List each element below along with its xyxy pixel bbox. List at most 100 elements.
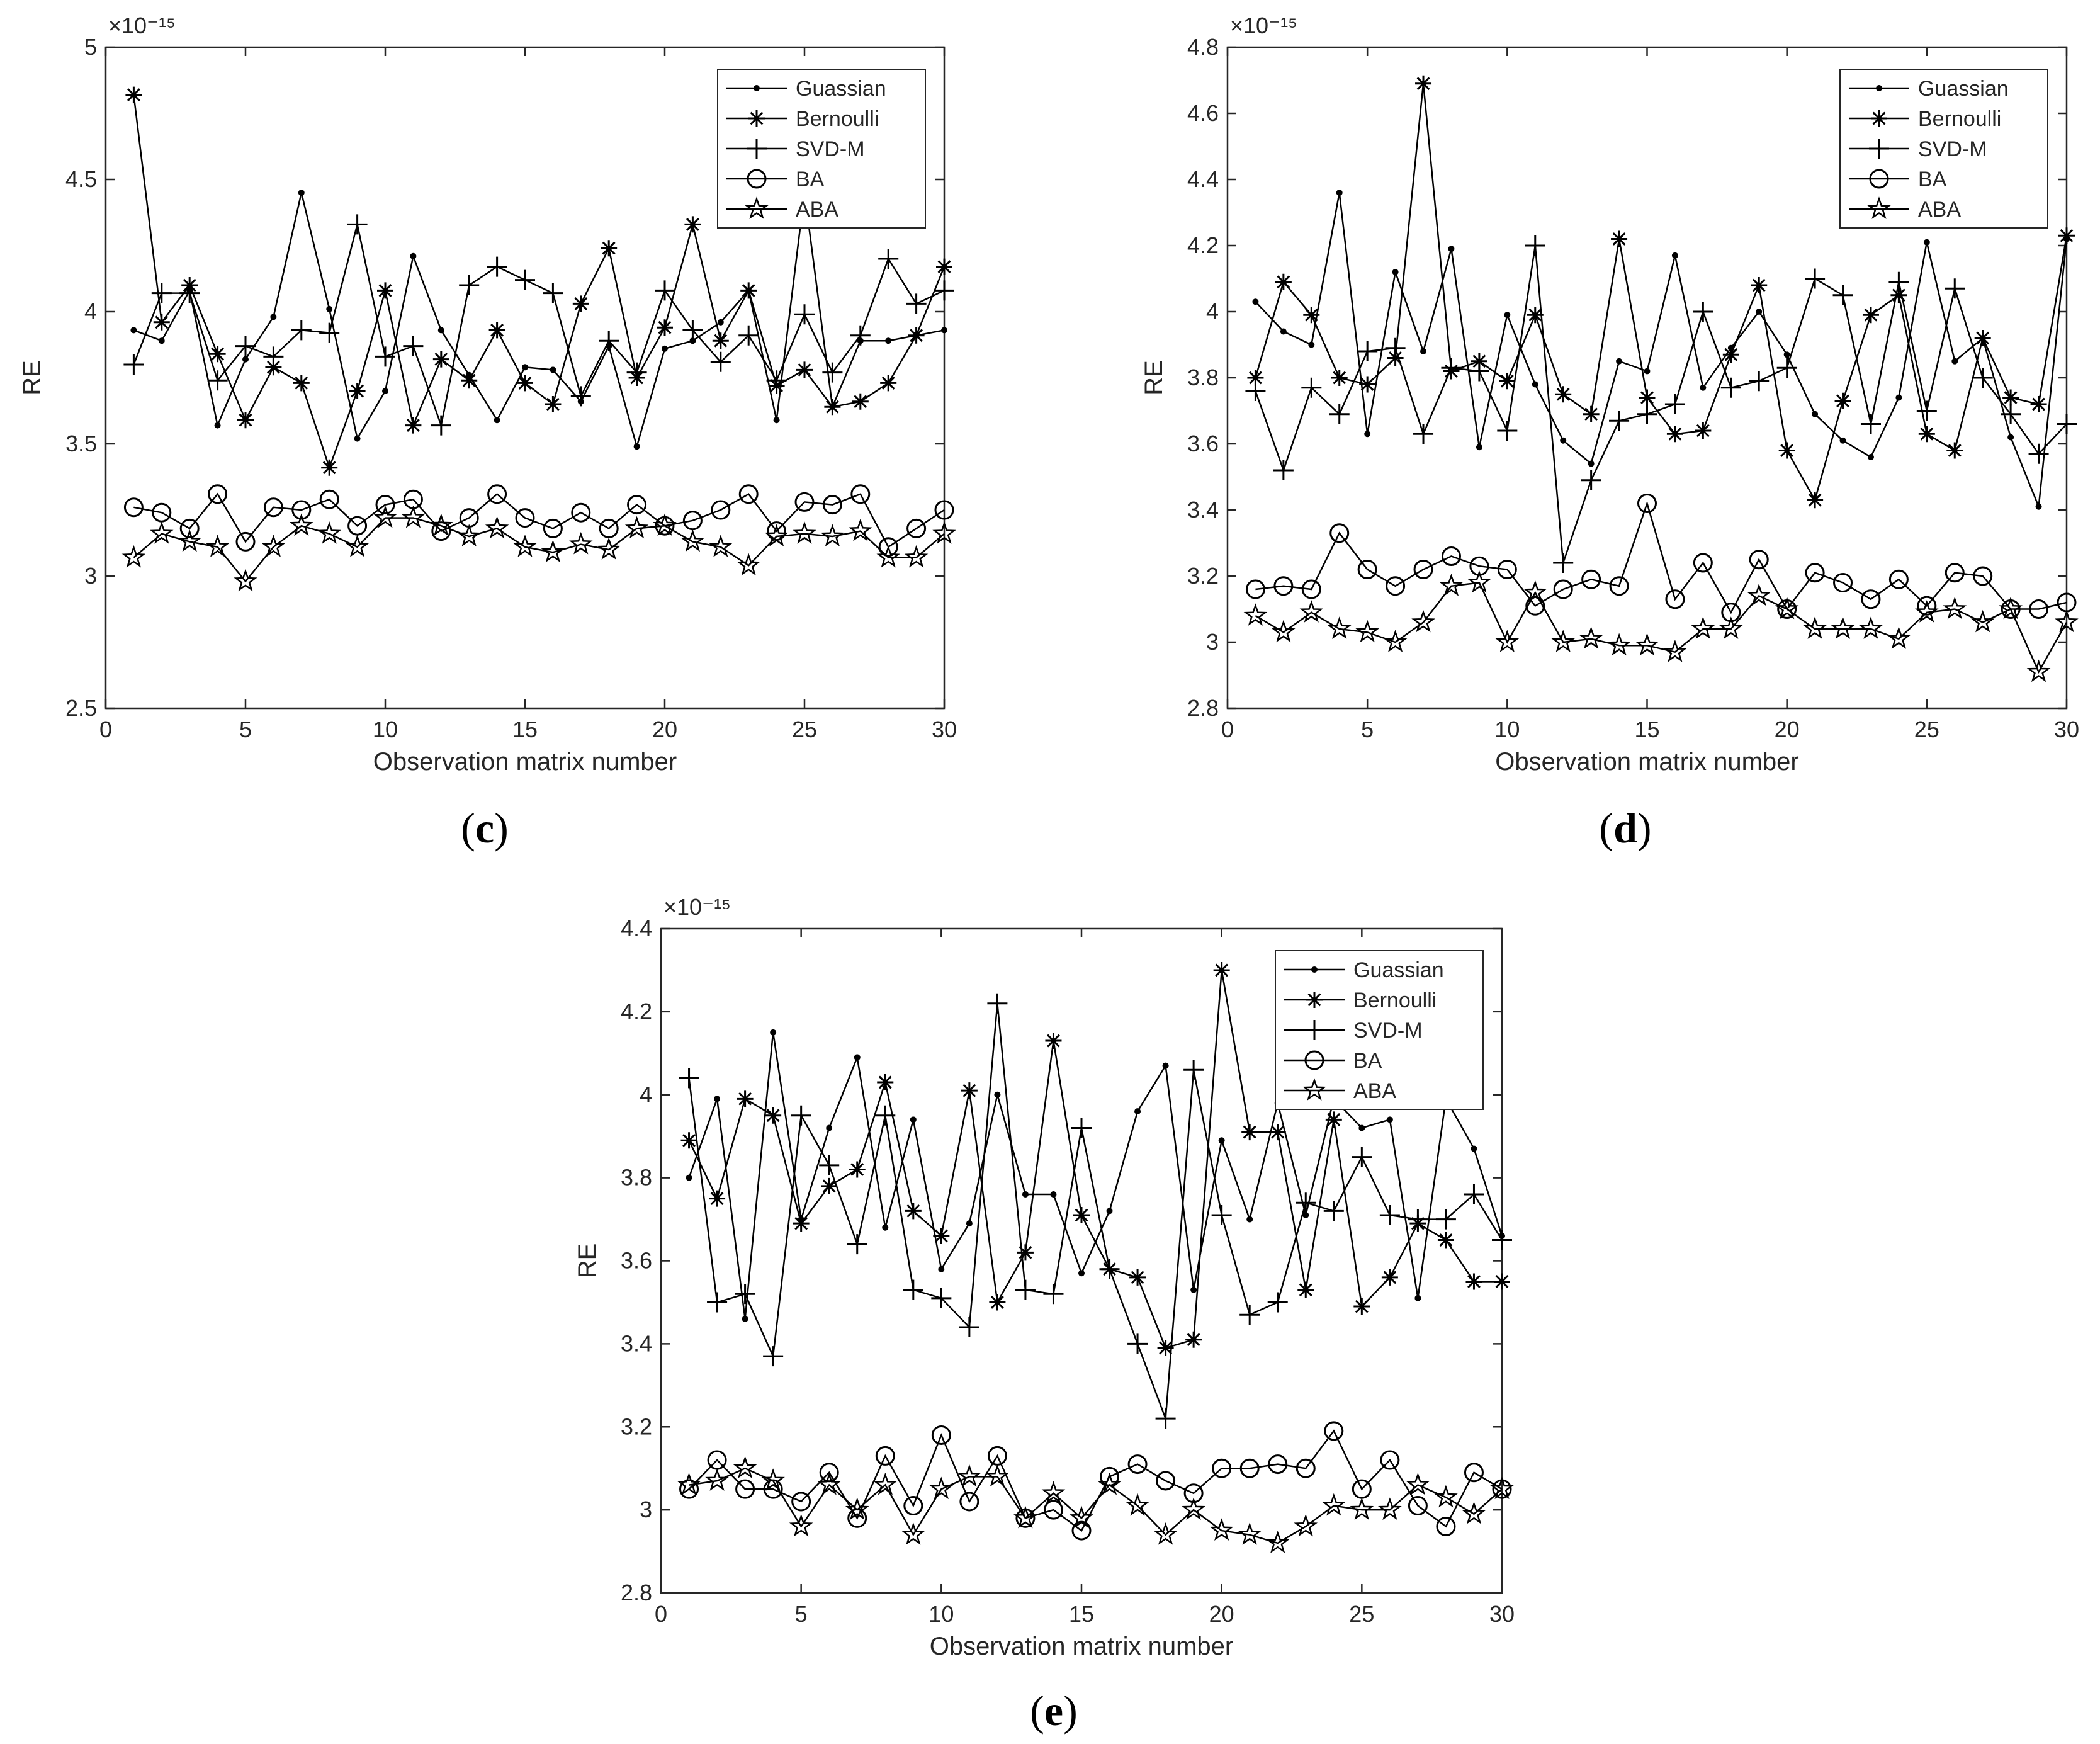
data-point xyxy=(1357,560,1377,579)
data-point xyxy=(401,505,426,528)
data-point xyxy=(761,1468,785,1491)
x-tick-label: 30 xyxy=(1489,1601,1515,1627)
data-point xyxy=(1888,271,1909,292)
data-point xyxy=(764,524,789,546)
data-point xyxy=(849,1161,866,1178)
data-point xyxy=(2055,609,2079,633)
x-tick-label: 25 xyxy=(1914,716,1939,742)
data-point xyxy=(270,314,277,320)
data-point xyxy=(1499,373,1516,390)
data-point xyxy=(1268,1454,1288,1475)
data-point xyxy=(1211,1204,1232,1225)
legend-marker xyxy=(748,110,765,127)
data-point xyxy=(1308,341,1315,348)
data-point xyxy=(1492,1230,1512,1250)
data-point xyxy=(791,1492,811,1512)
series-line xyxy=(1255,501,2067,614)
data-point xyxy=(738,484,759,504)
y-exponent-label: ×10⁻¹⁵ xyxy=(1230,13,1297,38)
data-point xyxy=(1127,1454,1148,1475)
data-point xyxy=(717,319,724,326)
data-point xyxy=(290,513,313,536)
data-point xyxy=(123,497,144,518)
data-point xyxy=(1611,230,1628,247)
data-point xyxy=(373,505,397,528)
series-line xyxy=(688,1429,1503,1532)
y-tick-label: 3.5 xyxy=(65,431,97,456)
data-point xyxy=(1588,460,1595,467)
data-point xyxy=(1408,1496,1428,1516)
data-point xyxy=(680,1132,697,1149)
legend-marker xyxy=(1871,110,1887,127)
data-point xyxy=(1212,1458,1232,1478)
y-tick-label: 3 xyxy=(84,563,97,589)
data-point xyxy=(1017,1244,1034,1261)
data-point xyxy=(1385,337,1406,358)
series-svd-m xyxy=(679,993,1512,1429)
data-point xyxy=(1783,351,1790,358)
data-point xyxy=(1267,1292,1288,1313)
data-point xyxy=(130,327,137,334)
data-point xyxy=(1527,307,1544,324)
data-point xyxy=(1663,639,1687,662)
data-point xyxy=(662,345,668,352)
legend-label: Guassian xyxy=(796,77,886,101)
x-tick-label: 0 xyxy=(1221,716,1234,742)
x-tick-label: 5 xyxy=(795,1601,808,1627)
data-point xyxy=(1392,269,1399,275)
series-ba xyxy=(1245,494,2077,623)
data-point xyxy=(1414,1294,1421,1301)
data-point xyxy=(1303,307,1320,324)
data-point xyxy=(2058,227,2075,244)
legend: Guassian Bernoulli SVD-M BA ABA xyxy=(1839,69,2048,229)
data-point xyxy=(1437,1232,1454,1249)
data-point xyxy=(485,516,509,539)
data-point xyxy=(517,375,533,392)
legend-label: SVD-M xyxy=(1353,1019,1423,1043)
data-point xyxy=(1275,273,1292,290)
y-tick-label: 3.6 xyxy=(621,1248,652,1274)
data-point xyxy=(405,417,422,434)
data-point xyxy=(461,372,478,389)
data-point xyxy=(1411,609,1435,633)
y-axis-title: RE xyxy=(18,360,46,395)
data-point xyxy=(763,1346,784,1367)
legend-item: BA xyxy=(1284,1049,1382,1073)
data-point xyxy=(1867,454,1874,460)
data-point xyxy=(291,500,312,520)
data-point xyxy=(1073,1206,1090,1223)
data-point xyxy=(819,1463,839,1483)
data-point xyxy=(158,337,165,344)
data-point xyxy=(1243,603,1268,626)
data-point xyxy=(1241,1124,1258,1141)
data-point xyxy=(1664,394,1685,414)
legend-marker xyxy=(754,85,760,91)
legend-item: SVD-M xyxy=(1849,137,1987,161)
data-point xyxy=(1162,1062,1169,1069)
data-point xyxy=(737,1090,754,1107)
data-point xyxy=(431,521,451,541)
data-point xyxy=(849,518,872,541)
data-point xyxy=(876,545,900,568)
series-line xyxy=(1255,192,2068,507)
x-axis-title: Observation matrix number xyxy=(930,1633,1233,1660)
data-point xyxy=(1720,377,1741,398)
data-point xyxy=(789,1514,813,1537)
legend-label: ABA xyxy=(796,198,838,222)
x-tick-label: 5 xyxy=(1361,716,1374,742)
data-point xyxy=(1751,277,1768,293)
data-point xyxy=(679,1479,699,1499)
y-tick-label: 4 xyxy=(84,298,97,324)
data-point xyxy=(550,366,556,373)
y-tick-label: 3.8 xyxy=(1187,365,1219,390)
data-point xyxy=(599,331,619,351)
data-point xyxy=(1269,1124,1286,1141)
data-point xyxy=(1839,437,1846,444)
data-point xyxy=(150,521,174,544)
data-point xyxy=(1916,400,1937,421)
series-line xyxy=(1255,582,2068,674)
data-point xyxy=(910,1116,917,1123)
data-point xyxy=(214,422,221,429)
data-point xyxy=(209,346,226,363)
data-point xyxy=(633,443,640,450)
